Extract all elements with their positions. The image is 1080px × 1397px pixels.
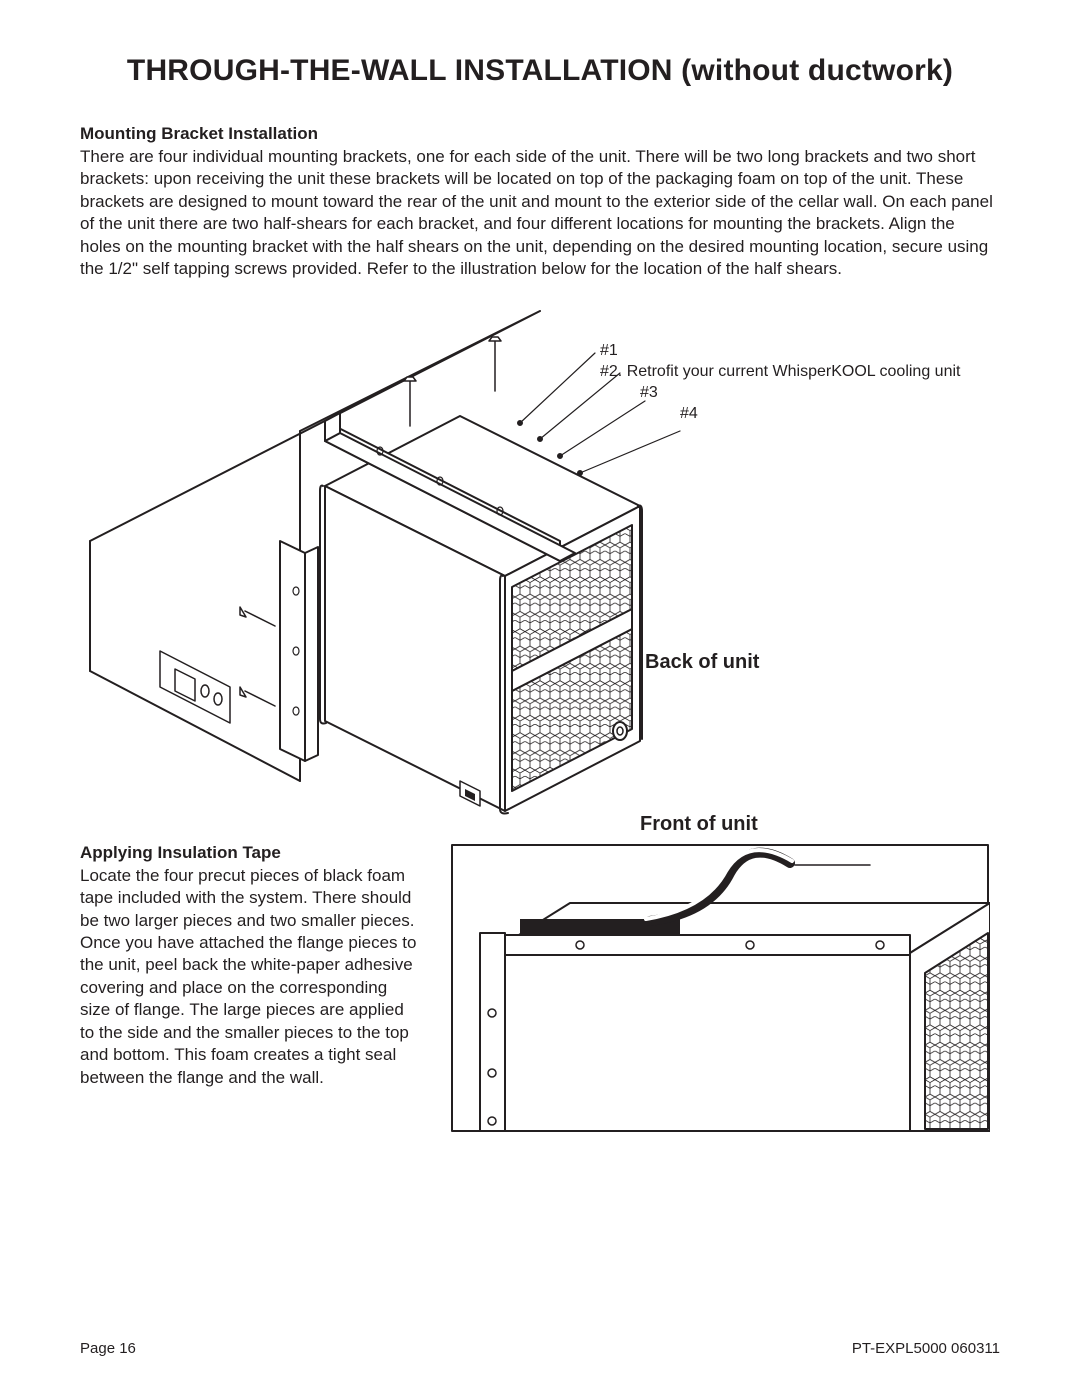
- callout-3: #3: [640, 383, 960, 402]
- footer-doc-id: PT-EXPL5000 060311: [852, 1340, 1000, 1357]
- figure-bracket-install: #1 #2. Retrofit your current WhisperKOOL…: [80, 291, 1000, 831]
- page-title: THROUGH-THE-WALL INSTALLATION (without d…: [80, 54, 1000, 88]
- lower-section: Applying Insulation Tape Locate the four…: [80, 843, 1000, 1133]
- front-of-unit-label: Front of unit: [640, 813, 758, 836]
- callout-2: #2. Retrofit your current WhisperKOOL co…: [600, 362, 960, 381]
- page-footer: Page 16 PT-EXPL5000 060311: [80, 1340, 1000, 1357]
- back-of-unit-label: Back of unit: [645, 651, 759, 674]
- page-container: THROUGH-THE-WALL INSTALLATION (without d…: [0, 0, 1080, 1397]
- section2-body: Locate the four precut pieces of black f…: [80, 865, 420, 1089]
- figure-insulation-tape: [450, 843, 1000, 1133]
- callout-list: #1 #2. Retrofit your current WhisperKOOL…: [600, 341, 960, 426]
- callout-1: #1: [600, 341, 960, 360]
- section1-body: There are four individual mounting brack…: [80, 146, 1000, 281]
- section1-heading: Mounting Bracket Installation: [80, 124, 1000, 144]
- footer-page-number: Page 16: [80, 1340, 136, 1357]
- section2-heading: Applying Insulation Tape: [80, 843, 420, 863]
- callout-4: #4: [680, 404, 960, 423]
- tape-diagram-svg: [450, 843, 990, 1133]
